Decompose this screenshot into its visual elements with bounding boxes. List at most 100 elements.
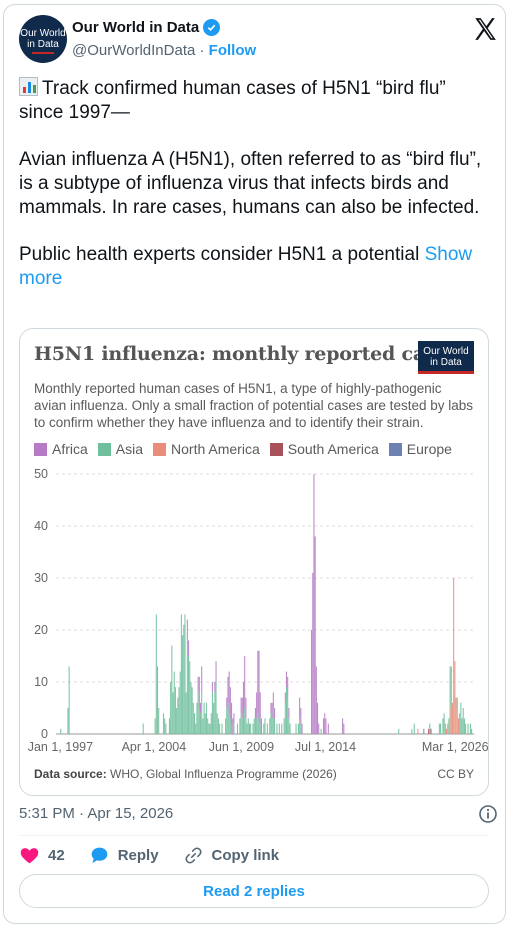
tweet-paragraph-3: Public health experts consider H5N1 a po…	[19, 244, 420, 265]
y-tick-label: 20	[34, 623, 48, 637]
bar-asia	[244, 708, 246, 734]
bar-asia	[438, 723, 440, 734]
tweet-line1-paragraph: Track confirmed human cases of H5N1 “bir…	[19, 77, 489, 125]
bar-asia	[209, 723, 211, 734]
bar-north-america	[453, 578, 455, 734]
bar-asia	[299, 723, 301, 734]
reply-bubble-icon	[91, 847, 108, 863]
bar-africa	[260, 718, 262, 734]
reply-button[interactable]: Reply	[89, 845, 159, 866]
x-tick-label: Jun 1, 2009	[209, 740, 274, 754]
like-button[interactable]: 42	[19, 845, 65, 866]
action-bar: 42 Reply Copy link	[19, 845, 303, 866]
bar-asia	[170, 682, 172, 734]
bar-asia	[236, 723, 239, 734]
x-logo-icon[interactable]	[472, 16, 498, 42]
bar-africa	[287, 676, 289, 698]
legend-item-asia: Asia	[97, 441, 143, 457]
bar-north-america	[456, 713, 458, 734]
legend-label: North America	[171, 441, 260, 457]
bar-asia	[158, 708, 160, 734]
bar-africa	[198, 676, 200, 708]
footer-divider	[19, 835, 489, 836]
bar-asia	[245, 718, 247, 734]
bar-asia	[228, 713, 230, 734]
bar-africa	[271, 702, 273, 719]
author-handle-row: @OurWorldInData · Follow	[72, 42, 256, 59]
bar-north-america	[447, 723, 449, 734]
bar-africa	[214, 682, 216, 693]
bar-asia	[289, 723, 291, 734]
info-icon[interactable]	[478, 804, 498, 824]
bar-africa	[227, 676, 229, 703]
bar-north-america	[451, 702, 454, 734]
bar-asia	[442, 718, 444, 734]
bar-asia	[274, 718, 276, 734]
bar-south-america	[428, 728, 430, 734]
y-tick-label: 10	[34, 675, 48, 689]
bar-asia	[460, 702, 462, 734]
tweet-timestamp[interactable]: 5:31 PM · Apr 15, 2026	[19, 805, 174, 822]
bar-asia	[288, 718, 290, 734]
like-count: 42	[48, 847, 65, 864]
bar-north-america	[457, 718, 460, 734]
bar-asia	[189, 661, 191, 734]
bar-asia	[208, 723, 210, 734]
bar-asia	[60, 728, 62, 734]
follow-button[interactable]: Follow	[208, 42, 257, 59]
bar-asia	[190, 682, 192, 734]
legend-item-africa: Africa	[34, 441, 88, 457]
bar-asia	[164, 718, 166, 734]
bar-asia	[191, 687, 193, 734]
bar-africa	[228, 671, 230, 714]
bar-asia	[264, 718, 266, 734]
bar-africa	[233, 713, 235, 724]
y-tick-label: 30	[34, 571, 48, 585]
bar-asia	[240, 713, 242, 734]
bar-asia	[173, 671, 175, 734]
bar-asia	[182, 635, 184, 734]
avatar[interactable]: Our World in Data	[19, 15, 67, 63]
bar-africa	[315, 666, 317, 734]
bar-africa	[259, 692, 261, 724]
bar-africa	[312, 572, 314, 734]
bar-asia	[225, 718, 227, 734]
legend-item-europe: Europe	[388, 441, 452, 457]
copy-link-button[interactable]: Copy link	[183, 845, 279, 866]
bar-africa	[270, 702, 272, 714]
x-tick-label: Apr 1, 2004	[122, 740, 187, 754]
avatar-text-line1: Our World	[20, 28, 66, 39]
show-more-link[interactable]: Show more	[19, 244, 473, 289]
author-name[interactable]: Our World in Data	[72, 19, 200, 36]
bar-asia	[216, 713, 218, 734]
bar-asia	[449, 666, 451, 708]
legend-item-north-america: North America	[153, 441, 260, 457]
bar-africa	[201, 666, 203, 693]
bar-asia	[443, 713, 445, 734]
x-tick-label: Jul 1, 2014	[295, 740, 356, 754]
bar-asia	[221, 723, 223, 734]
bar-asia	[295, 723, 297, 734]
bar-africa	[211, 682, 213, 693]
bar-asia	[215, 682, 217, 734]
bar-africa	[325, 718, 327, 734]
heart-icon	[20, 848, 39, 864]
bar-asia	[462, 708, 464, 734]
read-replies-button[interactable]: Read 2 replies	[19, 874, 489, 908]
author-handle[interactable]: @OurWorldInData	[72, 42, 196, 59]
tweet-text: Track confirmed human cases of H5N1 “bir…	[19, 77, 489, 291]
bar-asia	[179, 671, 181, 734]
bar-asia	[219, 723, 221, 734]
bar-africa	[274, 708, 276, 719]
bar-asia	[188, 656, 190, 734]
chart-image-card[interactable]: H5N1 influenza: monthly reported cases O…	[19, 328, 489, 796]
bar-asia	[198, 708, 200, 734]
bar-asia	[465, 723, 467, 734]
bar-africa	[313, 474, 315, 734]
bar-asia	[178, 687, 180, 734]
bar-asia	[281, 723, 283, 734]
bar-asia	[246, 723, 248, 734]
bar-africa	[299, 697, 301, 719]
bar-asia	[183, 624, 185, 734]
bar-asia	[263, 723, 265, 734]
